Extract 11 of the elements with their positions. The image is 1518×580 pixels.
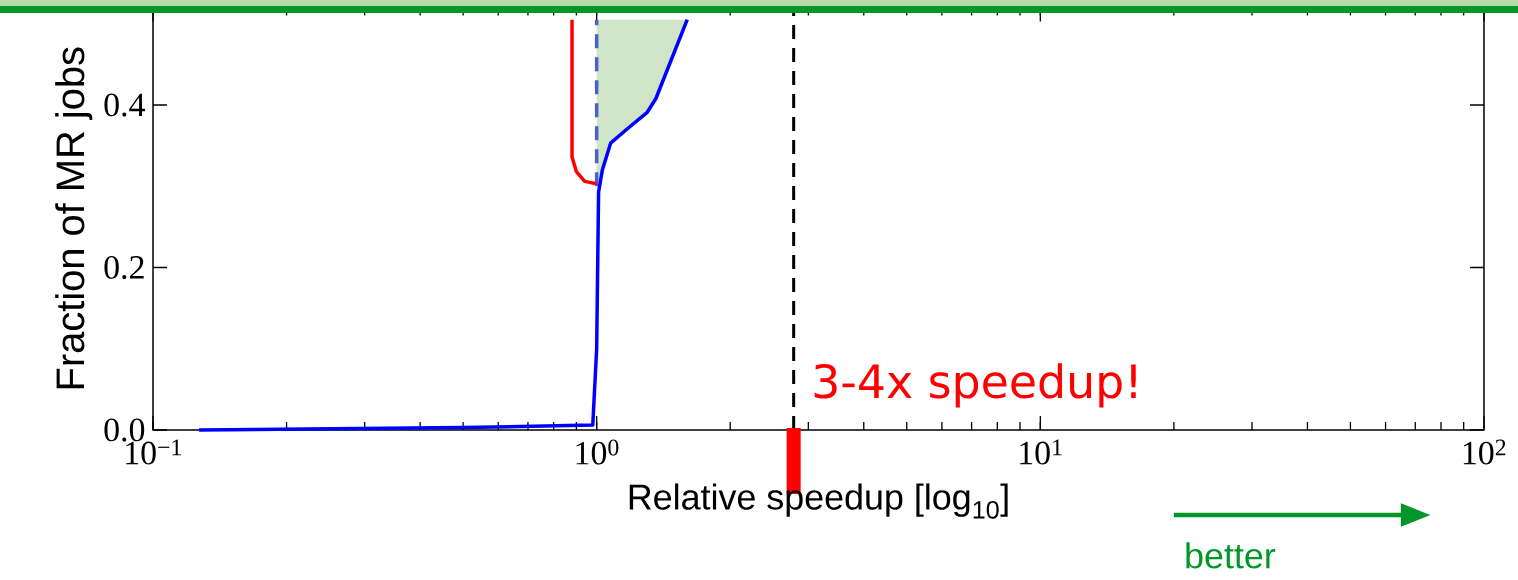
x-tick-label: 10$^{1}$ [1020,439,1062,465]
x-tick-label: 10$^{2}$ [1463,439,1506,465]
y-tick-label: 0.2 [104,255,144,279]
annotation: 3-4x speedup! [814,363,1136,408]
x-tick-label: 10$^{0}$ [576,439,619,465]
text: better [1186,542,1276,569]
y-tick-label: 0.4 [104,93,145,117]
y-axis-title: Fraction of MR jobs [55,47,93,389]
line-series [570,17,599,186]
x-axis-title: Relative speedup [log$_{10}$] [629,483,1008,519]
y-tick-label: 0.0 [104,418,145,442]
